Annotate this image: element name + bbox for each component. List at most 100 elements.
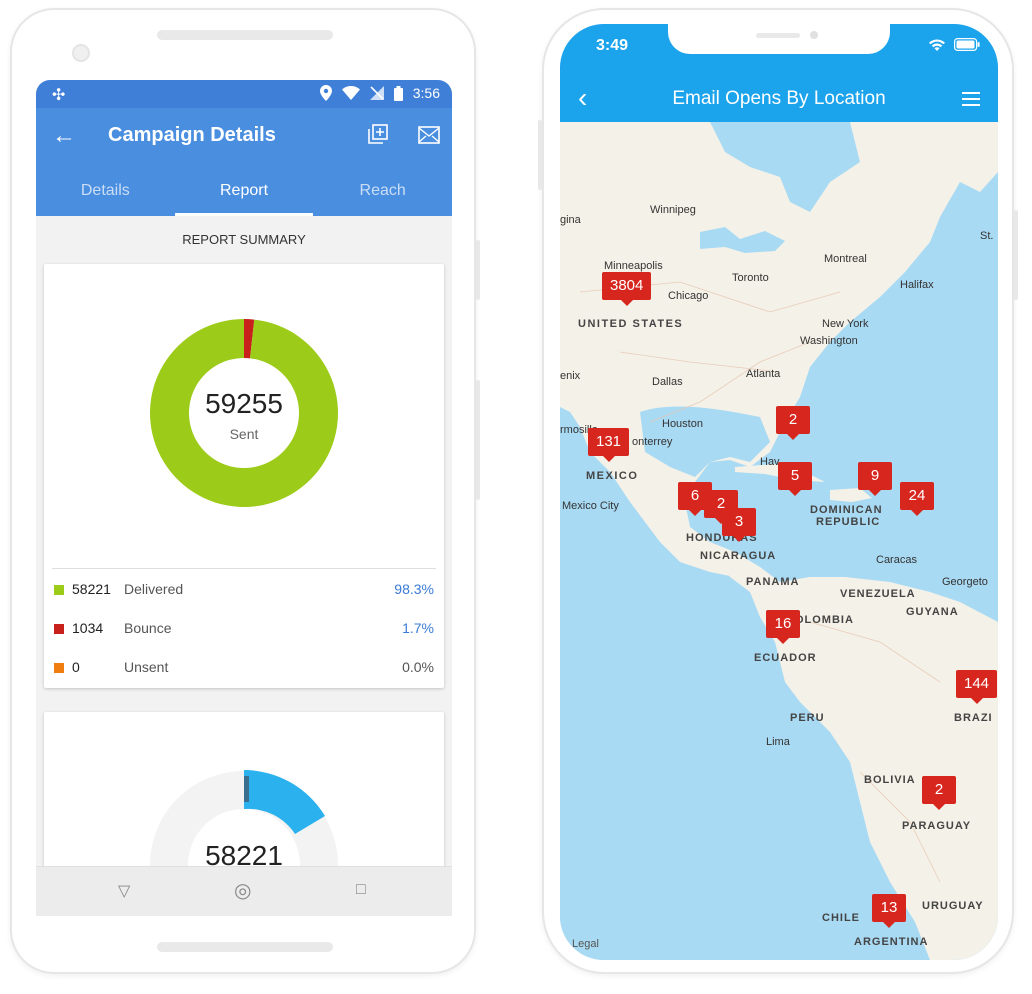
map-label: BOLIVIA bbox=[864, 774, 916, 786]
location-marker[interactable]: 3 bbox=[722, 508, 756, 542]
delivered-total: 58221 bbox=[205, 840, 283, 871]
map-label: ARGENTINA bbox=[854, 936, 929, 948]
donut-segment bbox=[244, 770, 325, 834]
land-south-america bbox=[710, 542, 998, 960]
wifi-icon bbox=[929, 39, 945, 51]
page-title: Email Opens By Location bbox=[672, 88, 886, 109]
marker-count: 2 bbox=[934, 781, 944, 798]
location-marker[interactable]: 131 bbox=[588, 428, 630, 462]
tab-reach[interactable]: Reach bbox=[359, 182, 406, 199]
map-label: ECUADOR bbox=[754, 652, 817, 664]
volume-button bbox=[538, 120, 542, 190]
map-label: Hav bbox=[760, 456, 780, 468]
marker-count: 9 bbox=[870, 467, 880, 484]
map-label: Winnipeg bbox=[650, 204, 696, 216]
location-marker[interactable]: 5 bbox=[778, 462, 812, 496]
location-marker[interactable]: 13 bbox=[872, 894, 906, 928]
map-label: Washington bbox=[800, 335, 858, 347]
chevron-left-icon[interactable]: ‹ bbox=[578, 82, 588, 113]
notch bbox=[668, 24, 890, 54]
hamburger-icon[interactable] bbox=[962, 92, 980, 106]
add-copy-icon[interactable] bbox=[368, 124, 388, 144]
location-marker[interactable]: 9 bbox=[858, 462, 892, 496]
legend-row-unsent: 0 Unsent 0.0% bbox=[44, 659, 444, 679]
hudson-bay bbox=[710, 122, 860, 212]
android-screen: ✣ 3:56 ← Campaign Details Detai bbox=[36, 80, 452, 916]
location-marker[interactable]: 3804 bbox=[602, 272, 652, 306]
status-time: 3:56 bbox=[412, 85, 440, 101]
legend-percent: 1.7% bbox=[402, 620, 434, 636]
status-time: 3:49 bbox=[596, 37, 629, 54]
map-label: PANAMA bbox=[746, 576, 800, 588]
map-markers: 3804 2 131 5 9 6 2 3 24 16 144 2 13 bbox=[560, 122, 998, 960]
divider bbox=[52, 568, 436, 569]
map-label: VENEZUELA bbox=[840, 588, 916, 600]
tab-report[interactable]: Report bbox=[174, 176, 314, 216]
location-marker[interactable]: 144 bbox=[956, 670, 998, 704]
volume-button bbox=[476, 240, 480, 300]
map-legal-link[interactable]: Legal bbox=[572, 938, 599, 950]
marker-count: 2 bbox=[788, 411, 798, 428]
map-labels: gina Winnipeg Minneapolis Chicago Toront… bbox=[560, 122, 998, 960]
nav-home-button[interactable]: ◎ bbox=[234, 880, 252, 902]
map-label: St. bbox=[980, 230, 994, 242]
legend-percent: 98.3% bbox=[394, 581, 434, 597]
map-label: GUYANA bbox=[906, 606, 959, 618]
earpiece bbox=[756, 33, 800, 38]
map-label: Dallas bbox=[652, 376, 683, 388]
power-button bbox=[476, 380, 480, 500]
legend-swatch bbox=[54, 585, 64, 595]
map-label: REPUBLIC bbox=[816, 516, 881, 528]
map-label: Atlanta bbox=[746, 368, 781, 380]
sent-total: 59255 bbox=[205, 388, 283, 419]
legal-text: Legal bbox=[572, 938, 599, 950]
marker-count: 6 bbox=[690, 487, 700, 504]
iphone-device: gina Winnipeg Minneapolis Chicago Toront… bbox=[538, 8, 1018, 974]
nav-recents-button[interactable]: □ bbox=[356, 881, 366, 898]
map-label: Caracas bbox=[876, 554, 917, 566]
arrow-back-icon[interactable]: ← bbox=[52, 122, 76, 149]
marker-count: 144 bbox=[964, 675, 990, 692]
legend-label: Bounce bbox=[124, 620, 172, 636]
map-label: enix bbox=[560, 370, 581, 382]
legend-label: Delivered bbox=[124, 581, 184, 597]
no-signal-icon bbox=[369, 86, 384, 100]
marker-count: 24 bbox=[908, 487, 926, 504]
battery-icon bbox=[393, 85, 403, 101]
map-label: URUGUAY bbox=[922, 900, 984, 912]
map-label: Georgeto bbox=[942, 576, 988, 588]
front-camera bbox=[72, 44, 90, 62]
android-device: ✣ 3:56 ← Campaign Details Detai bbox=[10, 8, 480, 974]
location-marker[interactable]: 16 bbox=[766, 610, 800, 644]
tab-bar: Details Report Reach bbox=[36, 176, 452, 216]
location-marker[interactable]: 24 bbox=[900, 482, 934, 516]
map-label: Mexico City bbox=[562, 500, 619, 512]
map-label: gina bbox=[560, 214, 581, 226]
map-label: BRAZI bbox=[954, 712, 993, 724]
marker-count: 5 bbox=[790, 467, 800, 484]
nav-header: 3:49 ‹ Email Opens By Location bbox=[560, 24, 998, 122]
page-title: Campaign Details bbox=[108, 124, 276, 146]
sent-donut-chart bbox=[150, 319, 338, 507]
map-label: Chicago bbox=[668, 290, 709, 302]
gulf-of-mexico bbox=[640, 406, 770, 477]
iphone-screen: gina Winnipeg Minneapolis Chicago Toront… bbox=[560, 24, 998, 960]
tab-details[interactable]: Details bbox=[80, 182, 130, 199]
location-marker[interactable]: 2 bbox=[922, 776, 956, 810]
power-button bbox=[1014, 210, 1018, 300]
map-label: Montreal bbox=[824, 253, 867, 265]
mail-icon[interactable] bbox=[418, 126, 440, 144]
map-label: NICARAGUA bbox=[700, 550, 777, 562]
sent-label: Sent bbox=[229, 426, 259, 442]
status-bar: ✣ 3:56 bbox=[36, 80, 452, 108]
app-notification-icon: ✣ bbox=[52, 87, 66, 104]
status-icons bbox=[928, 38, 980, 51]
nav-back-button[interactable]: ▽ bbox=[118, 883, 131, 900]
location-marker[interactable]: 2 bbox=[776, 406, 810, 440]
donut-slice-bounce bbox=[244, 319, 255, 359]
legend-count: 58221 bbox=[72, 581, 111, 597]
delivered-donut-chart bbox=[150, 770, 338, 916]
location-icon bbox=[319, 85, 332, 101]
wifi-icon bbox=[341, 86, 360, 100]
hispaniola bbox=[830, 488, 872, 502]
